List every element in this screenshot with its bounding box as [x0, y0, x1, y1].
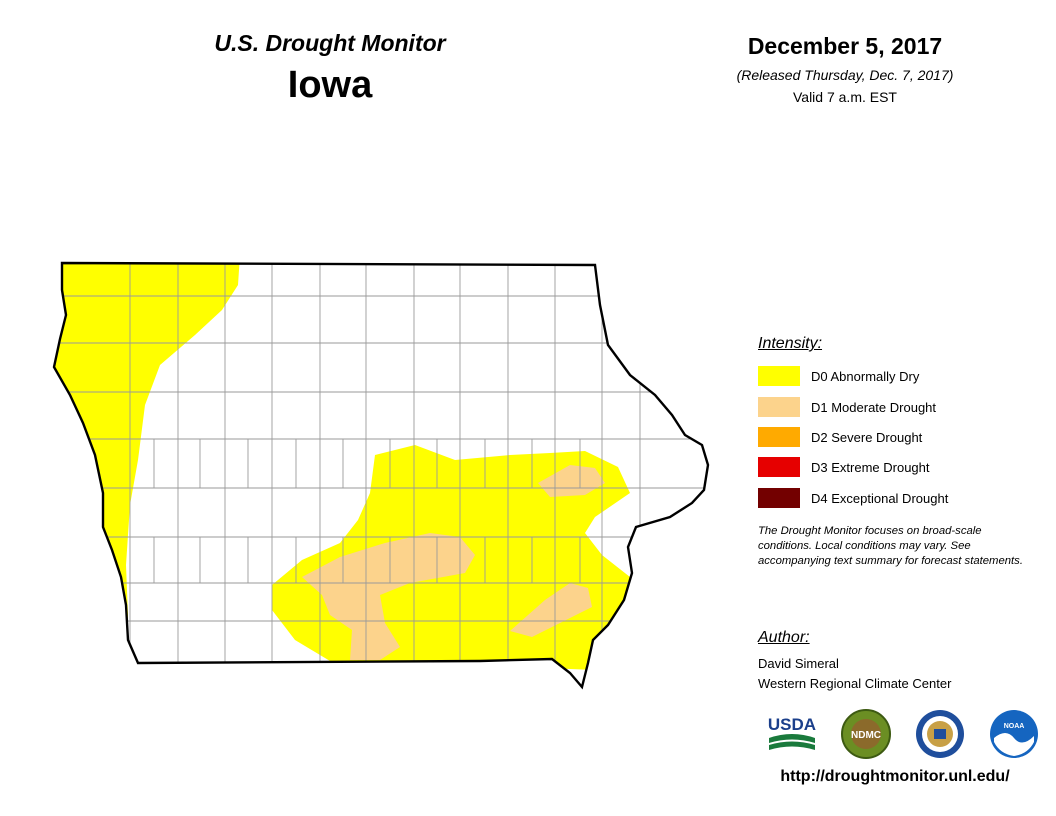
- iowa-state-outline: [52, 261, 710, 690]
- usda-logo: USDA: [766, 708, 818, 760]
- state-title: Iowa: [287, 64, 373, 106]
- legend-label-d4: D4 Exceptional Drought: [811, 490, 949, 506]
- legend-item-d0: D0 Abnormally Dry: [758, 366, 919, 386]
- d1-area-south-central: [302, 533, 475, 660]
- author-title: Author:: [758, 629, 810, 646]
- legend-swatch-d4: [758, 488, 800, 508]
- iowa-drought-map: [52, 261, 710, 690]
- legend-item-d2: D2 Severe Drought: [758, 427, 922, 447]
- map-date: December 5, 2017: [747, 33, 943, 59]
- legend-swatch-d0: [758, 366, 800, 386]
- legend-note: The Drought Monitor focuses on broad-sca…: [758, 525, 1023, 567]
- author-name: David Simeral: [758, 656, 839, 671]
- legend-label-d1: D1 Moderate Drought: [811, 399, 937, 415]
- release-date: (Released Thursday, Dec. 7, 2017): [736, 67, 954, 83]
- author-org: Western Regional Climate Center: [758, 676, 952, 691]
- ndmc-logo: NDMC: [840, 708, 892, 760]
- legend-label-d0: D0 Abnormally Dry: [811, 368, 920, 384]
- svg-text:USDA: USDA: [768, 715, 816, 734]
- website-link[interactable]: http://droughtmonitor.unl.edu/: [780, 768, 1010, 785]
- product-title: U.S. Drought Monitor: [214, 30, 446, 56]
- svg-text:NDMC: NDMC: [851, 730, 881, 741]
- legend-item-d1: D1 Moderate Drought: [758, 397, 936, 417]
- noaa-logo: NOAA: [988, 708, 1040, 760]
- svg-text:NOAA: NOAA: [1004, 723, 1025, 730]
- doc-seal-logo: [914, 708, 966, 760]
- legend-swatch-d1: [758, 397, 800, 417]
- legend-title: Intensity:: [758, 335, 823, 352]
- legend-label-d2: D2 Severe Drought: [811, 429, 923, 445]
- legend-item-d4: D4 Exceptional Drought: [758, 488, 948, 508]
- legend-swatch-d3: [758, 457, 800, 477]
- valid-time: Valid 7 a.m. EST: [792, 89, 897, 105]
- legend-label-d3: D3 Extreme Drought: [811, 459, 930, 475]
- legend-swatch-d2: [758, 427, 800, 447]
- legend-item-d3: D3 Extreme Drought: [758, 457, 930, 477]
- d1-area-southeast: [510, 583, 592, 637]
